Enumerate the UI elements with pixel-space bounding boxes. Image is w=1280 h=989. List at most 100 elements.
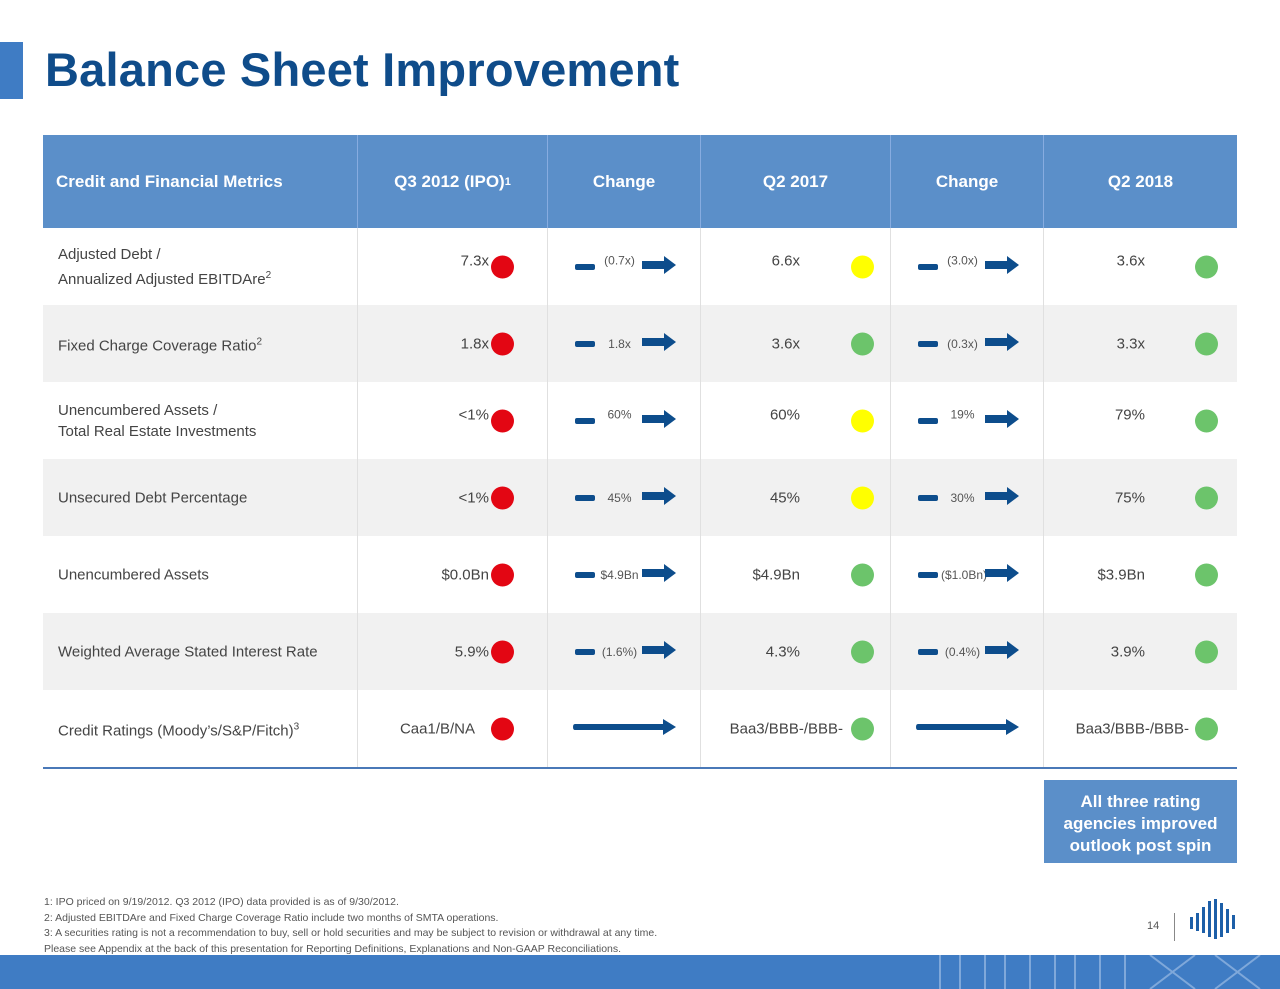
q3-2012-value: <1% — [458, 406, 489, 424]
q2-2018-cell: 75% — [1044, 459, 1237, 536]
metrics-table: Credit and Financial Metrics Q3 2012 (IP… — [43, 135, 1237, 767]
arrow-right-icon — [985, 640, 1019, 663]
footnote-3: 3: A securities rating is not a recommen… — [44, 927, 658, 939]
footnote-appendix: Please see Appendix at the back of this … — [44, 942, 622, 955]
status-green-icon — [851, 332, 874, 355]
q2-2017-cell: 6.6x — [701, 228, 891, 305]
header-change-1: Change — [548, 135, 701, 228]
metric-label-cell: Adjusted Debt / Annualized Adjusted EBITD… — [43, 228, 358, 305]
change-value: (0.3x) — [947, 336, 978, 351]
q3-2012-cell: 7.3x — [358, 228, 548, 305]
dash-icon — [918, 263, 938, 270]
change-2-cell: 19% — [891, 382, 1044, 459]
status-red-icon — [491, 409, 514, 432]
status-red-icon — [491, 717, 514, 740]
change-2-cell: ($1.0Bn) — [891, 536, 1044, 613]
q2-2017-cell: 45% — [701, 459, 891, 536]
q2-2017-value: 3.6x — [771, 335, 800, 352]
company-logo-icon — [1190, 899, 1235, 939]
status-red-icon — [491, 255, 514, 278]
change-value: 45% — [607, 490, 632, 505]
q2-2018-value: 79% — [1114, 406, 1145, 424]
callout-line: outlook post spin — [1069, 836, 1212, 855]
status-yellow-icon — [851, 486, 874, 509]
q2-2018-value: 3.6x — [1116, 252, 1145, 270]
change-value: 30% — [950, 490, 975, 505]
change-value: (0.7x) — [604, 253, 635, 268]
status-red-icon — [491, 640, 514, 663]
status-green-icon — [851, 563, 874, 586]
dash-icon — [575, 417, 595, 424]
change-2-cell — [891, 690, 1044, 767]
table-body: Adjusted Debt / Annualized Adjusted EBITD… — [43, 228, 1237, 767]
metric-label: Fixed Charge Coverage Ratio2 — [58, 336, 262, 354]
table-row: Weighted Average Stated Interest Rate 5.9… — [43, 613, 1237, 690]
page-title: Balance Sheet Improvement — [45, 43, 680, 96]
change-1-cell: 45% — [548, 459, 701, 536]
q2-2018-cell: 3.3x — [1044, 305, 1237, 382]
change-value: $4.9Bn — [600, 567, 639, 582]
q2-2018-cell: 3.9% — [1044, 613, 1237, 690]
change-2-cell: 30% — [891, 459, 1044, 536]
change-1-cell: (0.7x) — [548, 228, 701, 305]
dash-icon — [575, 340, 595, 347]
status-yellow-icon — [851, 409, 874, 432]
q2-2018-cell: Baa3/BBB-/BBB- — [1044, 690, 1237, 767]
header-q2-2017: Q2 2017 — [701, 135, 891, 228]
dash-icon — [575, 648, 595, 655]
q2-2018-cell: 79% — [1044, 382, 1237, 459]
footnote-2: 2: Adjusted EBITDAre and Fixed Charge Co… — [44, 911, 499, 924]
footnotes: 1: IPO priced on 9/19/2012. Q3 2012 (IPO… — [44, 895, 657, 957]
q2-2017-value: 6.6x — [771, 252, 800, 270]
callout-line: All three rating — [1080, 792, 1201, 811]
table-row: Fixed Charge Coverage Ratio2 1.8x 1.8x 3.6x… — [43, 305, 1237, 382]
title-accent-bar — [0, 42, 23, 99]
footnote-1: 1: IPO priced on 9/19/2012. Q3 2012 (IPO… — [44, 896, 399, 908]
q2-2018-cell: $3.9Bn — [1044, 536, 1237, 613]
dash-icon — [575, 571, 595, 578]
change-1-cell: (1.6%) — [548, 613, 701, 690]
arrow-right-icon — [985, 255, 1019, 278]
status-green-icon — [1195, 486, 1218, 509]
arrow-right-icon — [642, 640, 676, 663]
status-red-icon — [491, 332, 514, 355]
q2-2018-value: 75% — [1114, 489, 1145, 506]
metric-label-cell: Weighted Average Stated Interest Rate — [43, 613, 358, 690]
table-bottom-rule — [43, 767, 1237, 769]
change-1-cell: $4.9Bn — [548, 536, 701, 613]
arrow-right-icon — [985, 332, 1019, 355]
page-number-divider — [1174, 913, 1175, 941]
arrow-right-icon — [642, 563, 676, 586]
status-red-icon — [491, 563, 514, 586]
q3-2012-value: <1% — [458, 489, 489, 506]
table-row: Unencumbered Assets / Total Real Estate I… — [43, 382, 1237, 459]
dash-icon — [918, 340, 938, 347]
metric-label: Adjusted Debt / Annualized Adjusted EBITD… — [58, 245, 272, 288]
dash-icon — [575, 263, 595, 270]
table-row: Adjusted Debt / Annualized Adjusted EBITD… — [43, 228, 1237, 305]
q2-2017-value: 4.3% — [765, 643, 800, 660]
q2-2017-value: $4.9Bn — [752, 566, 800, 583]
header-q2-2018: Q2 2018 — [1107, 171, 1174, 191]
callout-line: agencies improved — [1063, 814, 1218, 833]
dash-icon — [918, 494, 938, 501]
metric-label-cell: Unencumbered Assets / Total Real Estate I… — [43, 382, 358, 459]
q3-2012-value: 7.3x — [460, 252, 489, 270]
metric-label-cell: Unencumbered Assets — [43, 536, 358, 613]
page-number: 14 — [1147, 920, 1160, 932]
q3-2012-cell: <1% — [358, 382, 548, 459]
change-value: ($1.0Bn) — [941, 567, 988, 582]
dash-icon — [575, 494, 595, 501]
change-1-cell: 60% — [548, 382, 701, 459]
change-2-cell: (0.4%) — [891, 613, 1044, 690]
change-value: (3.0x) — [947, 253, 978, 268]
q2-2018-value: $3.9Bn — [1097, 566, 1145, 583]
q3-2012-cell: Caa1/B/NA — [358, 690, 548, 767]
q2-2017-cell: 4.3% — [701, 613, 891, 690]
q3-2012-cell: 1.8x — [358, 305, 548, 382]
status-green-icon — [851, 640, 874, 663]
change-value: (0.4%) — [944, 644, 981, 659]
table-row: Credit Ratings (Moody’s/S&P/Fitch)3 Caa1/… — [43, 690, 1237, 767]
metric-label: Credit Ratings (Moody’s/S&P/Fitch)3 — [58, 721, 300, 739]
q3-2012-cell: $0.0Bn — [358, 536, 548, 613]
